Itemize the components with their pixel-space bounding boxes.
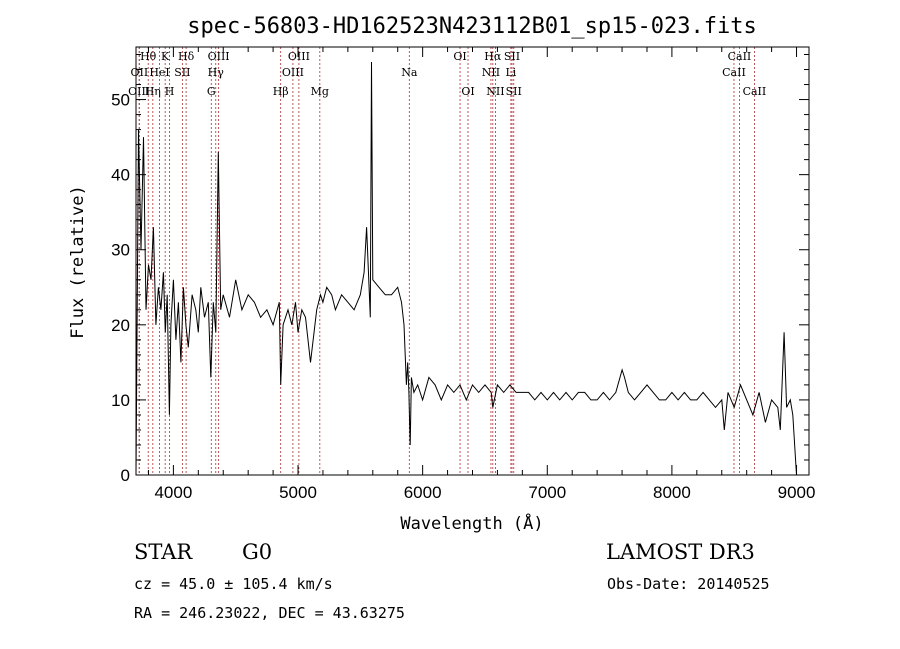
spectral-line-label: Hδ	[178, 50, 195, 63]
chart-title: spec-56803-HD162523N423112B01_sp15-023.f…	[187, 14, 757, 39]
object-class: STAR	[134, 540, 193, 564]
y-tick-label: 0	[121, 466, 130, 485]
spectral-line-label: SII	[506, 85, 522, 98]
x-tick-label: 5000	[279, 483, 317, 502]
spectral-line-label: NII	[486, 85, 504, 98]
axis-ticks: 4000 5000 6000 7000 8000 9000 0 10 20 30 40 50	[111, 47, 815, 502]
x-tick-label: 9000	[778, 483, 816, 502]
x-axis-label: Wavelength (Å)	[400, 512, 543, 534]
spectral-line-label: OIII	[288, 50, 310, 63]
x-tick-label: 7000	[528, 483, 566, 502]
x-tick-label: 4000	[154, 483, 192, 502]
observation-date: Obs-Date: 20140525	[607, 575, 770, 593]
spectral-line-label: CaII	[743, 85, 767, 98]
spectral-line-label: Li	[505, 66, 516, 79]
spectral-line-label: Hβ	[273, 85, 289, 98]
y-axis-label: Flux (relative)	[68, 185, 88, 339]
spectral-line-label: Hη	[145, 85, 161, 98]
spectral-line-label: G	[207, 85, 216, 98]
spectral-line-label: Na	[401, 66, 418, 79]
spectral-line-label: H	[165, 85, 175, 98]
spectrum-line	[135, 61, 797, 476]
spectral-line-labels: Hθ OII OIII K HeI Hη H SII Hδ OIII Hγ G Hβ OIII OIII Mg…	[128, 50, 766, 98]
spectral-line-label: OI	[461, 85, 474, 98]
spectral-line-label: OIII	[128, 85, 150, 98]
spectral-line-markers	[138, 47, 755, 475]
spectral-line-label: Hγ	[208, 66, 225, 79]
plot-frame	[135, 46, 810, 476]
spectral-line-label: OIII	[282, 66, 304, 79]
spectral-line-label: CaII	[722, 66, 746, 79]
y-tick-label: 10	[111, 391, 130, 410]
redshift-cz: cz = 45.0 ± 105.4 km/s	[134, 575, 333, 593]
spectral-line-label: OI	[453, 50, 466, 63]
spectral-line-label: K	[161, 50, 170, 63]
spectral-line-label: Hθ	[140, 50, 157, 63]
spectral-line-label: OIII	[208, 50, 230, 63]
spectral-line-label: Mg	[311, 85, 329, 98]
y-tick-label: 40	[111, 166, 130, 185]
x-tick-label: 8000	[653, 483, 691, 502]
object-subclass: G0	[242, 540, 273, 564]
y-tick-label: 20	[111, 316, 130, 335]
spectral-line-label: HeI	[149, 66, 169, 79]
survey-name: LAMOST DR3	[606, 540, 755, 564]
y-tick-label: 30	[111, 241, 130, 260]
spectral-line-label: CaII	[728, 50, 752, 63]
coordinates: RA = 246.23022, DEC = 43.63275	[134, 604, 405, 622]
spectral-line-label: SII	[174, 66, 190, 79]
spectral-line-label: Hα	[484, 50, 502, 63]
x-tick-label: 6000	[404, 483, 442, 502]
y-tick-label: 50	[111, 91, 130, 110]
spectral-line-label: SII	[504, 50, 520, 63]
spectral-line-label: NII	[482, 66, 500, 79]
spectral-line-label: OII	[131, 66, 149, 79]
